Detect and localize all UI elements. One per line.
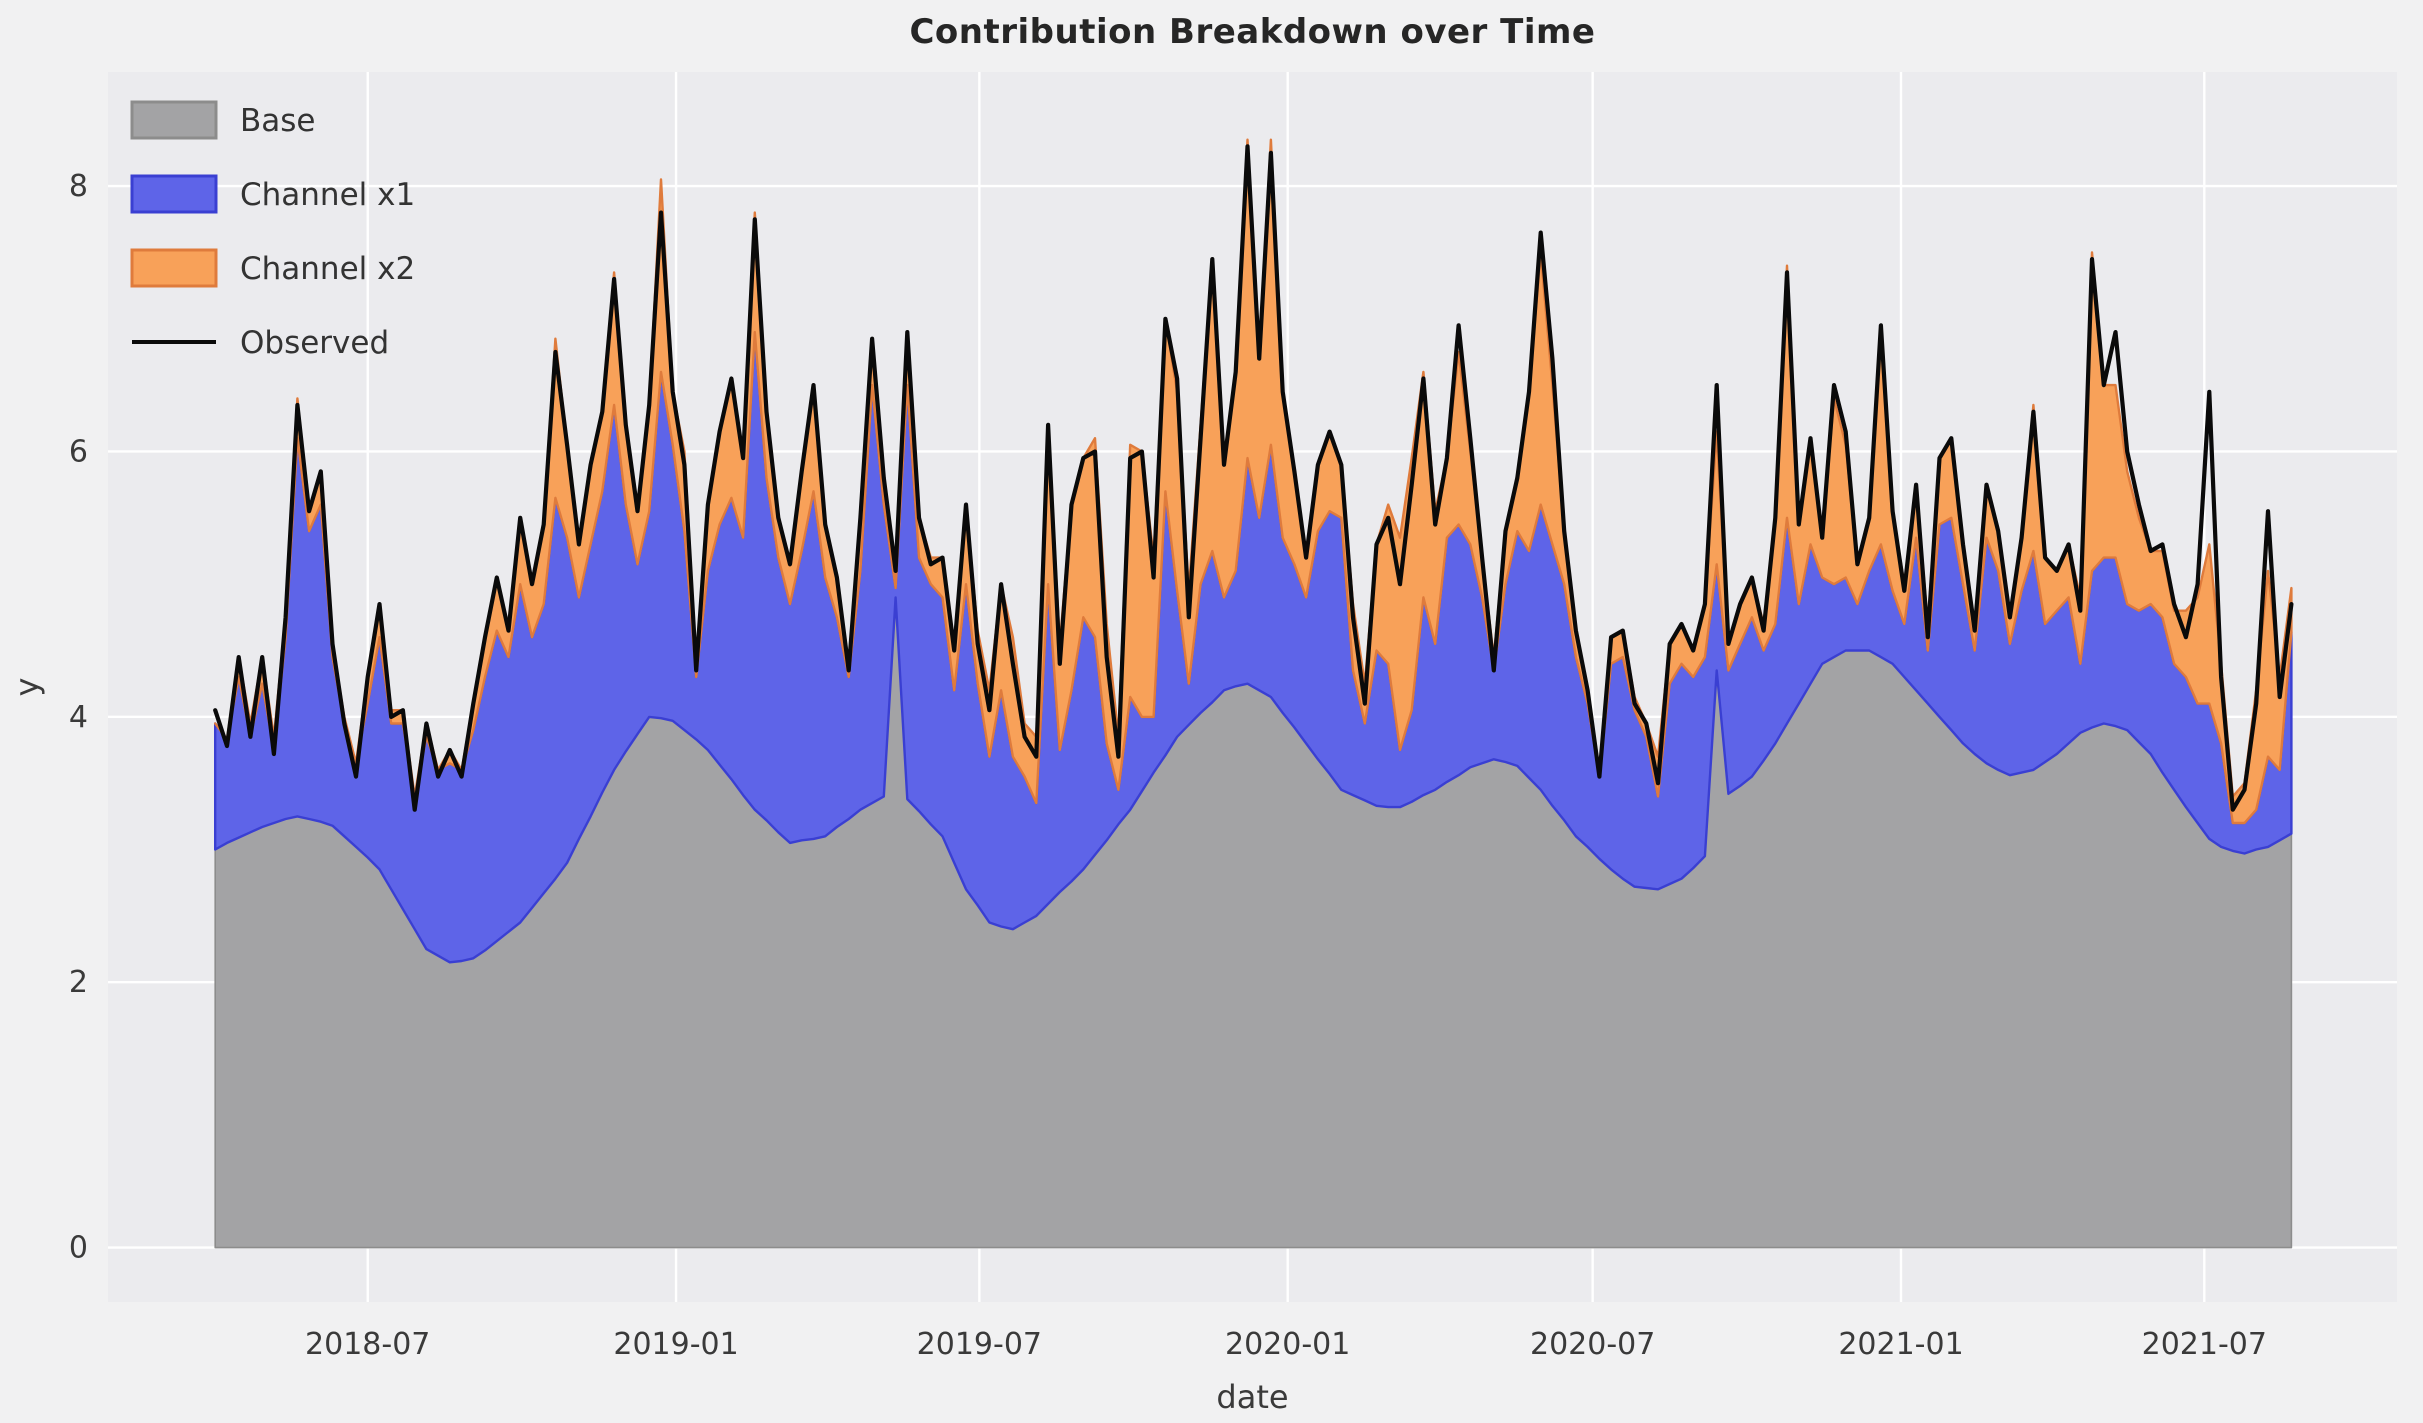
legend-label: Observed — [240, 325, 389, 361]
x-tick-label: 2020-01 — [1225, 1327, 1350, 1362]
legend-swatch-channel-x1 — [130, 174, 218, 214]
y-tick-label: 8 — [69, 169, 88, 204]
legend-label: Channel x2 — [240, 251, 415, 287]
x-tick-label: 2019-07 — [917, 1327, 1042, 1362]
x-tick-label: 2020-07 — [1530, 1327, 1655, 1362]
y-tick-label: 2 — [69, 965, 88, 1000]
x-tick-label: 2021-07 — [2142, 1327, 2267, 1362]
x-tick-label: 2019-01 — [613, 1327, 738, 1362]
legend-label: Channel x1 — [240, 177, 415, 213]
x-tick-label: 2021-01 — [1838, 1327, 1963, 1362]
legend-swatch-base — [130, 100, 218, 140]
x-tick-label: 2018-07 — [305, 1327, 430, 1362]
observed-line — [213, 144, 2294, 812]
x-axis-label: date — [1216, 1378, 1288, 1416]
y-tick-label: 6 — [69, 434, 88, 469]
chart-title: Contribution Breakdown over Time — [909, 12, 1596, 52]
y-tick-label: 0 — [69, 1231, 88, 1266]
y-tick-label: 4 — [69, 700, 88, 735]
tick-labels: 0 2 4 6 8 2018-07 2019-01 2019-07 2020-01 2020-07… — [69, 169, 2267, 1362]
legend-label: Base — [240, 103, 316, 139]
legend: Base Channel x1 Channel x2 Observed — [130, 100, 415, 361]
legend-swatch-channel-x2 — [130, 248, 218, 288]
y-axis-label: y — [8, 678, 46, 697]
